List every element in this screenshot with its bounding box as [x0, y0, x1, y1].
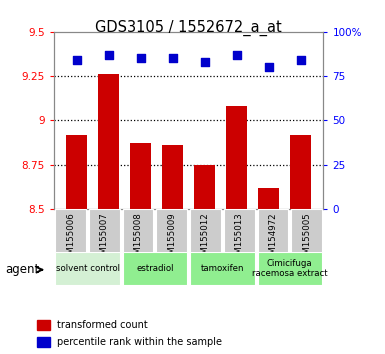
Bar: [89, 209, 120, 253]
Text: transformed count: transformed count: [57, 320, 148, 330]
Text: estradiol: estradiol: [136, 264, 174, 273]
Bar: [66, 135, 87, 209]
Text: Cimicifuga
racemosa extract: Cimicifuga racemosa extract: [252, 259, 328, 278]
Point: [169, 56, 176, 61]
Bar: [123, 209, 154, 253]
Bar: [37, 337, 50, 347]
Bar: [290, 135, 311, 209]
Bar: [194, 165, 215, 209]
Bar: [123, 252, 187, 285]
Text: GDS3105 / 1552672_a_at: GDS3105 / 1552672_a_at: [95, 19, 282, 36]
Bar: [55, 252, 120, 285]
Bar: [190, 252, 254, 285]
Text: GSM155012: GSM155012: [201, 212, 210, 265]
Bar: [190, 209, 221, 253]
Text: GSM154972: GSM154972: [268, 212, 277, 265]
Bar: [98, 74, 119, 209]
Bar: [258, 252, 322, 285]
Bar: [156, 209, 187, 253]
Text: GSM155006: GSM155006: [66, 212, 75, 265]
Bar: [226, 106, 247, 209]
Bar: [37, 320, 50, 330]
Bar: [224, 209, 254, 253]
Text: GSM155007: GSM155007: [100, 212, 109, 265]
Point: [137, 56, 144, 61]
Bar: [291, 209, 322, 253]
Point: [105, 52, 112, 58]
Text: tamoxifen: tamoxifen: [201, 264, 244, 273]
Point: [266, 64, 272, 70]
Point: [234, 52, 240, 58]
Bar: [130, 143, 151, 209]
Point: [74, 57, 80, 63]
Bar: [55, 209, 86, 253]
Text: agent: agent: [5, 263, 40, 276]
Text: GSM155005: GSM155005: [302, 212, 311, 265]
Bar: [258, 209, 288, 253]
Bar: [258, 188, 279, 209]
Point: [298, 57, 304, 63]
Text: GSM155009: GSM155009: [167, 212, 176, 265]
Bar: [162, 145, 183, 209]
Text: GSM155013: GSM155013: [235, 212, 244, 265]
Point: [202, 59, 208, 65]
Text: percentile rank within the sample: percentile rank within the sample: [57, 337, 222, 347]
Text: GSM155008: GSM155008: [134, 212, 142, 265]
Text: solvent control: solvent control: [55, 264, 120, 273]
